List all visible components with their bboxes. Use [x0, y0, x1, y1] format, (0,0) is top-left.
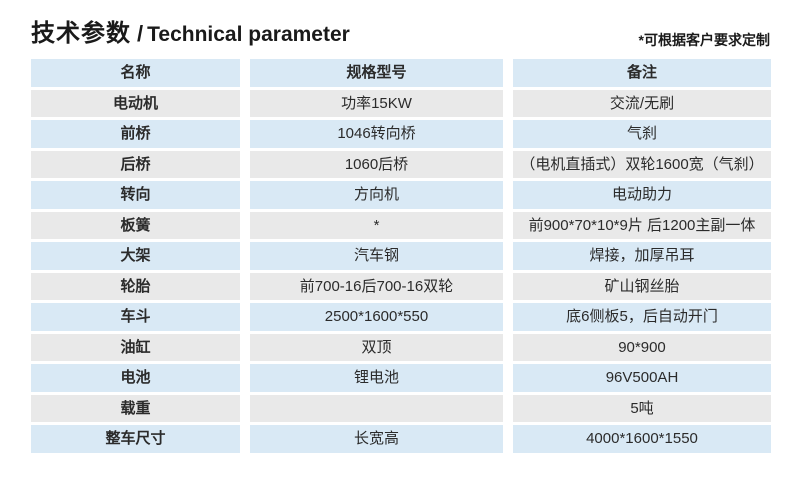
- table-cell-spec: 汽车钢: [250, 242, 503, 270]
- table-cell-spec: 双顶: [250, 333, 503, 361]
- page-title: 技术参数 / Technical parameter: [31, 13, 350, 48]
- table-cell-remark: 底6侧板5，后自动开门: [513, 303, 771, 331]
- table-cell-remark: （电机直插式）双轮1600宽（气刹）: [513, 150, 771, 178]
- table-cell-name: 转向: [31, 181, 240, 209]
- table-cell-name: 电动机: [31, 89, 240, 117]
- table-cell-remark: 交流/无刷: [513, 89, 771, 117]
- table-cell-remark: 焊接，加厚吊耳: [513, 242, 771, 270]
- table-cell-spec: 长宽高: [250, 425, 503, 453]
- table-cell-remark: 气刹: [513, 120, 771, 148]
- page-title-separator: /: [137, 21, 144, 46]
- table-cell-name: 车斗: [31, 303, 240, 331]
- table-cell-name: 后桥: [31, 150, 240, 178]
- table-cell-spec: 方向机: [250, 181, 503, 209]
- customization-note: *可根据客户要求定制: [638, 32, 770, 48]
- table-cell-name: 轮胎: [31, 272, 240, 300]
- table-cell-name: 整车尺寸: [31, 425, 240, 453]
- table-cell-name: 载重: [31, 394, 240, 422]
- table-cell-remark: 矿山钢丝胎: [513, 272, 771, 300]
- table-cell-spec: 锂电池: [250, 364, 503, 392]
- column-header-remark: 备注: [513, 59, 771, 87]
- table-cell-remark: 电动助力: [513, 181, 771, 209]
- table-cell-remark: 4000*1600*1550: [513, 425, 771, 453]
- table-cell-remark: 90*900: [513, 333, 771, 361]
- table-cell-spec: *: [250, 211, 503, 239]
- table-cell-spec: 1046转向桥: [250, 120, 503, 148]
- table-cell-name: 大架: [31, 242, 240, 270]
- technical-parameter-table: 名称 规格型号 备注 电动机 功率15KW 交流/无刷 前桥 1046转向桥 气…: [31, 59, 771, 453]
- table-cell-spec: 前700-16后700-16双轮: [250, 272, 503, 300]
- table-cell-remark: 5吨: [513, 394, 771, 422]
- table-cell-remark: 96V500AH: [513, 364, 771, 392]
- table-cell-spec: 功率15KW: [250, 89, 503, 117]
- table-cell-spec: 1060后桥: [250, 150, 503, 178]
- table-cell-spec: [250, 394, 503, 422]
- table-cell-spec: 2500*1600*550: [250, 303, 503, 331]
- page-title-english: Technical parameter: [147, 23, 350, 46]
- table-cell-name: 前桥: [31, 120, 240, 148]
- column-header-name: 名称: [31, 59, 240, 87]
- table-cell-name: 板簧: [31, 211, 240, 239]
- table-cell-name: 电池: [31, 364, 240, 392]
- column-header-spec: 规格型号: [250, 59, 503, 87]
- table-cell-name: 油缸: [31, 333, 240, 361]
- table-cell-remark: 前900*70*10*9片 后1200主副一体: [513, 211, 771, 239]
- page-title-chinese: 技术参数: [31, 20, 131, 47]
